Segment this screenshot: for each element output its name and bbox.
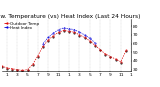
Title: Milw. Temperature (vs) Heat Index (Last 24 Hours): Milw. Temperature (vs) Heat Index (Last … bbox=[0, 14, 141, 19]
Legend: Outdoor Temp, Heat Index: Outdoor Temp, Heat Index bbox=[4, 21, 40, 30]
